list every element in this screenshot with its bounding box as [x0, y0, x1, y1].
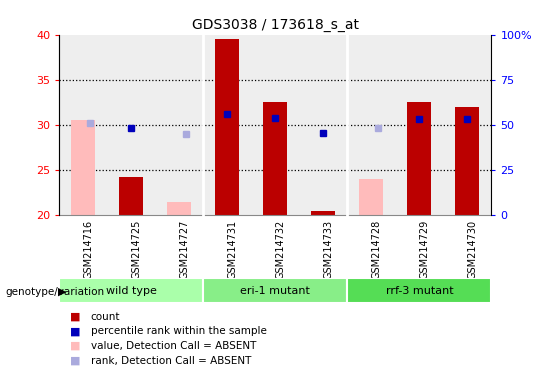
Text: genotype/variation: genotype/variation — [5, 287, 105, 297]
Text: count: count — [91, 312, 120, 322]
Text: GSM214730: GSM214730 — [468, 220, 477, 279]
Text: GSM214732: GSM214732 — [275, 220, 286, 279]
Bar — [407, 102, 431, 215]
Bar — [167, 202, 191, 215]
Text: GSM214725: GSM214725 — [131, 220, 141, 280]
Bar — [455, 107, 480, 215]
Text: ■: ■ — [70, 341, 80, 351]
Text: ■: ■ — [70, 312, 80, 322]
Bar — [71, 120, 96, 215]
Text: GSM214733: GSM214733 — [323, 220, 333, 279]
Bar — [360, 179, 383, 215]
Bar — [204, 278, 347, 303]
Text: ■: ■ — [70, 356, 80, 366]
Bar — [312, 210, 335, 215]
Text: GSM214728: GSM214728 — [372, 220, 381, 279]
Text: ▶: ▶ — [58, 287, 67, 297]
Text: rank, Detection Call = ABSENT: rank, Detection Call = ABSENT — [91, 356, 251, 366]
Text: ■: ■ — [70, 326, 80, 336]
Text: value, Detection Call = ABSENT: value, Detection Call = ABSENT — [91, 341, 256, 351]
Text: eri-1 mutant: eri-1 mutant — [240, 286, 310, 296]
Text: percentile rank within the sample: percentile rank within the sample — [91, 326, 267, 336]
Bar — [215, 39, 239, 215]
Bar — [119, 177, 144, 215]
Text: GSM214729: GSM214729 — [420, 220, 429, 279]
Text: rrf-3 mutant: rrf-3 mutant — [386, 286, 453, 296]
Text: GSM214727: GSM214727 — [179, 220, 190, 280]
Text: GSM214716: GSM214716 — [83, 220, 93, 279]
Title: GDS3038 / 173618_s_at: GDS3038 / 173618_s_at — [192, 18, 359, 32]
Text: GSM214731: GSM214731 — [227, 220, 238, 279]
Bar — [347, 278, 491, 303]
Text: wild type: wild type — [106, 286, 157, 296]
Bar — [264, 102, 287, 215]
Bar — [59, 278, 204, 303]
